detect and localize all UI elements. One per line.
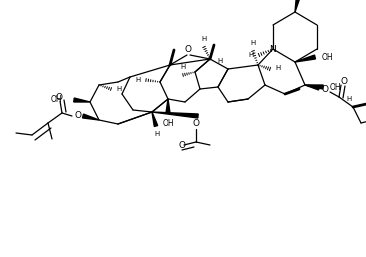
Text: H: H	[154, 131, 160, 137]
Polygon shape	[305, 85, 320, 90]
Polygon shape	[295, 0, 300, 12]
Text: H: H	[249, 52, 254, 58]
Text: H: H	[346, 96, 352, 102]
Polygon shape	[74, 98, 90, 102]
Polygon shape	[295, 55, 315, 62]
Text: H: H	[116, 86, 122, 92]
Text: O: O	[340, 77, 347, 86]
Polygon shape	[152, 112, 198, 118]
Text: H: H	[135, 77, 141, 83]
Polygon shape	[166, 99, 170, 113]
Text: O: O	[56, 93, 63, 102]
Text: H: H	[275, 65, 281, 71]
Text: H: H	[180, 64, 186, 70]
Text: OH: OH	[321, 52, 333, 61]
Polygon shape	[305, 85, 323, 89]
Text: H: H	[201, 36, 207, 42]
Text: O: O	[321, 85, 329, 94]
Text: O: O	[179, 141, 186, 150]
Text: H: H	[217, 58, 223, 64]
Text: N: N	[269, 44, 275, 53]
Text: OH: OH	[162, 118, 174, 127]
Text: O: O	[75, 112, 82, 121]
Polygon shape	[152, 112, 158, 126]
Text: O: O	[193, 120, 199, 128]
Text: O: O	[184, 45, 191, 54]
Text: H: H	[250, 40, 255, 46]
Text: OH: OH	[50, 96, 62, 105]
Polygon shape	[82, 114, 99, 120]
Text: OH: OH	[329, 82, 341, 91]
